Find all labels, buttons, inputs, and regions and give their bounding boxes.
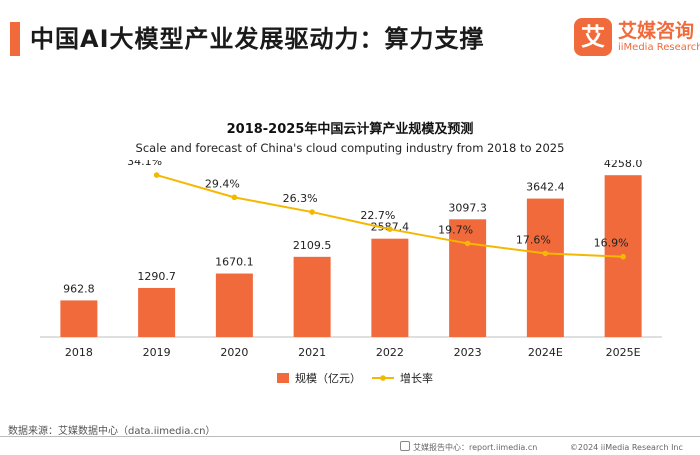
report-center-link[interactable]: 艾媒报告中心：report.iimedia.cn	[400, 441, 537, 452]
growth-point-2024E	[542, 250, 549, 257]
growth-label-2023: 19.7%	[438, 223, 473, 236]
logo-text-cn: 艾媒咨询	[618, 20, 695, 42]
bar-label-2023: 3097.3	[448, 201, 487, 214]
x-tick-2020: 2020	[220, 346, 248, 359]
bar-2021	[293, 256, 331, 337]
growth-label-2020: 29.4%	[205, 177, 240, 190]
growth-point-2019	[153, 172, 160, 178]
bar-2018	[60, 300, 98, 337]
bar-2020	[215, 273, 253, 337]
brand-logo: 艾 艾媒咨询 iiMedia Research	[574, 16, 700, 60]
logo-text-en: iiMedia Research	[618, 42, 700, 53]
growth-label-2019: 34.1%	[127, 160, 162, 168]
growth-label-2025E: 16.9%	[594, 237, 629, 250]
legend-label-bar: 规模（亿元）	[295, 371, 361, 385]
legend-swatch-line-marker	[380, 375, 386, 381]
x-tick-2022: 2022	[376, 346, 404, 359]
legend-swatch-bar	[277, 373, 289, 383]
bar-label-2020: 1670.1	[215, 256, 254, 269]
logo-icon: 艾	[574, 18, 612, 56]
bar-label-2025E: 4258.0	[604, 160, 643, 170]
growth-point-2020	[231, 194, 238, 201]
copyright-text: ©2024 iiMedia Research Inc	[569, 443, 683, 452]
growth-label-2022: 22.7%	[360, 209, 395, 222]
source-note: 数据来源：艾媒数据中心（data.iimedia.cn）	[8, 426, 216, 437]
growth-point-2025E	[620, 253, 626, 260]
x-tick-2021: 2021	[298, 346, 326, 359]
bar-label-2019: 1290.7	[137, 270, 176, 283]
x-tick-2023: 2023	[454, 346, 482, 359]
x-tick-2024E: 2024E	[528, 346, 563, 359]
bar-2019	[138, 287, 176, 337]
bar-label-2018: 962.8	[63, 282, 95, 295]
growth-point-2022	[387, 226, 393, 232]
chart-area: 962.8 2018 1290.7 2019 1670.1 2020 2109.5 2021 2…	[40, 160, 662, 385]
title-accent-bar	[10, 22, 20, 56]
bar-2022	[371, 238, 409, 337]
footer-info: 艾媒报告中心：report.iimedia.cn ©2024 iiMedia R…	[400, 441, 700, 453]
growth-point-2023	[464, 240, 471, 247]
x-tick-2018: 2018	[65, 346, 93, 359]
chart-title: 2018-2025年中国云计算产业规模及预测	[226, 122, 474, 137]
growth-point-2021	[309, 209, 315, 215]
footer-divider	[0, 436, 700, 437]
bar-label-2024E: 3642.4	[526, 181, 565, 194]
bar-label-2021: 2109.5	[293, 239, 332, 252]
chart-subtitle: Scale and forecast of China's cloud comp…	[135, 141, 565, 155]
header: 中国AI大模型产业发展驱动力：算力支撑 艾 艾媒咨询 iiMedia Resea…	[0, 0, 700, 70]
growth-label-2021: 26.3%	[283, 192, 318, 205]
x-tick-2019: 2019	[143, 346, 171, 359]
growth-label-2024E: 17.6%	[516, 233, 551, 246]
legend-label-line: 增长率	[400, 371, 433, 385]
report-icon	[400, 441, 410, 451]
bar-2024E	[526, 198, 564, 337]
x-tick-2025E: 2025E	[606, 346, 641, 359]
bar-2023	[449, 219, 487, 337]
page-title: 中国AI大模型产业发展驱动力：算力支撑	[30, 25, 485, 53]
